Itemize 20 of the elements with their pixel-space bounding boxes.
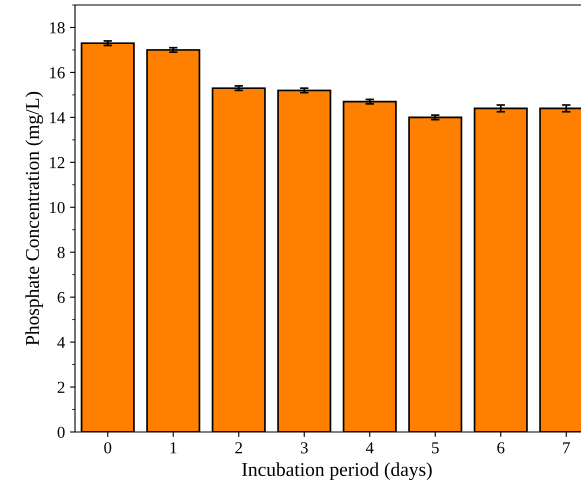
y-tick-label: 14 bbox=[50, 112, 66, 124]
x-tick-label: 6 bbox=[497, 442, 504, 454]
y-tick-label: 4 bbox=[57, 336, 66, 348]
y-tick-label: 10 bbox=[50, 202, 65, 214]
y-tick-label: 18 bbox=[50, 22, 65, 34]
x-tick-label: 5 bbox=[432, 442, 439, 454]
y-axis-title: Phosphate Concentration (mg/L) bbox=[25, 92, 44, 346]
x-axis-title: Incubation period (days) bbox=[242, 462, 432, 480]
y-tick-label: 6 bbox=[58, 292, 65, 304]
x-tick-label: 4 bbox=[366, 442, 374, 454]
y-tick-label: 12 bbox=[50, 157, 64, 168]
y-tick-label: 0 bbox=[58, 426, 65, 438]
x-tick-label: 7 bbox=[563, 442, 570, 454]
x-tick-label: 3 bbox=[300, 442, 308, 454]
y-tick-label: 16 bbox=[50, 67, 65, 78]
y-tick-label: 2 bbox=[58, 382, 64, 393]
x-tick-label: 1 bbox=[170, 442, 176, 454]
y-tick-label: 8 bbox=[58, 246, 65, 258]
x-tick-label: 2 bbox=[235, 442, 242, 454]
x-tick-label: 0 bbox=[104, 442, 112, 454]
